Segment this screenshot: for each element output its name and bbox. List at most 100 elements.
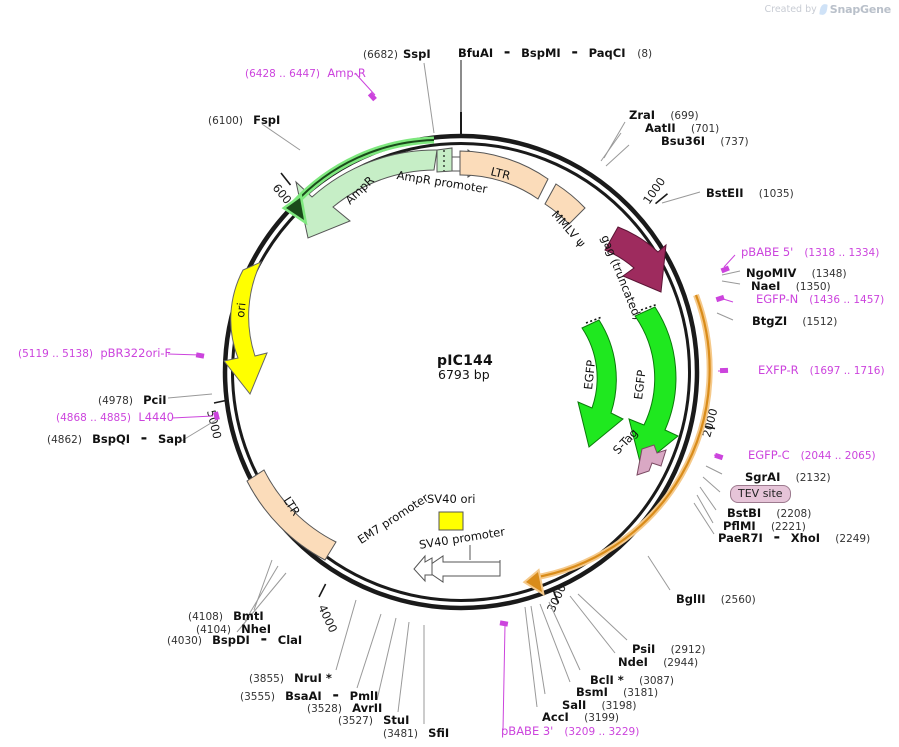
label-stui[interactable]: (3527) StuI [338, 711, 409, 727]
label-bmti-enzyme: BmtI [233, 609, 264, 623]
tick-label-3000: 3000 [544, 582, 569, 614]
label-nhei[interactable]: (4104) NheI [196, 620, 271, 636]
label-sali-enzyme: SalI [562, 698, 587, 712]
label-egfp-n[interactable]: EGFP-N (1436 .. 1457) [756, 292, 884, 306]
label-fspi[interactable]: (6100) FspI [208, 111, 280, 127]
label-l4440[interactable]: (4868 .. 4885) L4440 [56, 411, 174, 424]
marker-pbabe3 [499, 620, 509, 627]
label-pbabe3[interactable]: pBABE 3' (3209 .. 3229) [501, 724, 640, 738]
label-bsaai-pos: (3555) [240, 691, 275, 703]
label-bsmi-enzyme: BsmI [576, 685, 608, 699]
feature-ampr: AmpR [281, 136, 438, 239]
label-bsaai-group[interactable]: (3555) BsaAI - PmlI [240, 685, 379, 704]
label-avrii-pos: (3528) [307, 703, 342, 715]
label-aatii-enzyme: AatII [645, 121, 676, 135]
label-paer7i-pos: (2249) [835, 533, 871, 545]
label-nrui-enzyme: NruI * [294, 671, 332, 685]
label-paer7i-group[interactable]: PaeR7I - XhoI (2249) [718, 527, 871, 546]
label-avrii-enzyme: AvrII [352, 701, 383, 715]
label-ndei-enzyme: NdeI [618, 655, 648, 669]
label-bspqi-enzyme: BspQI [92, 432, 131, 446]
label-amp-r-primer[interactable]: (6428 .. 6447) Amp-R [245, 66, 366, 80]
label-bstbi[interactable]: BstBI (2208) [727, 504, 811, 520]
feature-em7-promoter-arrow [413, 554, 433, 583]
label-bspqi-group[interactable]: (4862) BspQI - SapI [47, 428, 187, 447]
label-nrui[interactable]: (3855) NruI * [249, 669, 332, 685]
label-bcli-pos: (3087) [639, 675, 675, 687]
feature-sv40-ori-box [438, 511, 464, 531]
label-bsmi[interactable]: BsmI (3181) [576, 683, 658, 699]
label-l4440-pos: (4868 .. 4885) [56, 412, 131, 424]
label-egfp-c-name: EGFP-C [748, 448, 790, 462]
label-bspmi-enzyme: BspMI [521, 46, 561, 60]
label-psii[interactable]: PsiI (2912) [632, 640, 705, 656]
label-aatii-pos: (701) [690, 123, 720, 135]
label-amp-r-name: Amp-R [327, 66, 366, 80]
label-pcii-enzyme: PciI [143, 393, 167, 407]
label-bsu36i-pos: (737) [720, 136, 749, 148]
label-sfii[interactable]: (3481) SfiI [383, 724, 449, 740]
label-pcii[interactable]: (4978) PciI [98, 391, 167, 407]
label-aatii[interactable]: AatII (701) [645, 119, 719, 135]
label-sali[interactable]: SalI (3198) [562, 696, 636, 712]
label-ngomiv[interactable]: NgoMIV (1348) [746, 264, 847, 280]
feature-egfp-inner: EGFP [577, 316, 624, 448]
snapgene-leaf-icon [819, 3, 828, 16]
feature-label-sv40-ori: SV40 ori [427, 492, 476, 506]
feature-mmlv-psi: MMLV ψ [544, 183, 589, 250]
label-sali-pos: (3198) [601, 700, 637, 712]
label-pbabe3-pos: (3209 .. 3229) [564, 726, 640, 738]
label-sfii-pos: (3481) [383, 728, 418, 740]
feature-egfp-outer: EGFP [628, 303, 679, 467]
label-nrui-pos: (3855) [249, 673, 284, 685]
snapgene-watermark: Created by SnapGene [764, 3, 891, 16]
label-ngomiv-enzyme: NgoMIV [746, 266, 797, 280]
marker-amp-r [367, 92, 377, 102]
label-clai-enzyme: ClaI [277, 633, 303, 647]
plasmid-name: pIC144 [437, 353, 493, 369]
label-paqci-enzyme: PaqCI [588, 46, 626, 60]
label-bstbi-pos: (2208) [776, 508, 812, 520]
label-bspdi-pos: (4030) [167, 635, 202, 647]
label-pbabe3-name: pBABE 3' [501, 724, 554, 738]
label-zrai[interactable]: ZraI (699) [629, 106, 699, 122]
label-pbr322ori-f[interactable]: (5119 .. 5138) pBR322ori-F [18, 347, 171, 360]
label-pflmi-pos: (2221) [770, 521, 806, 533]
label-pflmi[interactable]: PflMI (2221) [723, 517, 806, 533]
label-acci-pos: (3199) [584, 712, 620, 724]
label-btgzi[interactable]: BtgZI (1512) [752, 312, 837, 328]
label-bsaai-enzyme: BsaAI [285, 689, 322, 703]
label-egfp-n-name: EGFP-N [756, 292, 799, 306]
label-btgzi-pos: (1512) [802, 316, 838, 328]
label-bcli[interactable]: BclI * (3087) [590, 671, 674, 687]
label-bfuai-enzyme: BfuAI [458, 46, 494, 60]
label-ndei[interactable]: NdeI (2944) [618, 653, 698, 669]
label-acci-enzyme: AccI [542, 710, 569, 724]
label-bstеii-enzyme: BstEII [706, 186, 744, 200]
label-pbabe5[interactable]: pBABE 5' (1318 .. 1334) [741, 246, 879, 259]
label-exfp-r[interactable]: EXFP-R (1697 .. 1716) [758, 363, 885, 377]
feature-label-egfp-outer: EGFP [631, 369, 649, 400]
label-naei[interactable]: NaeI (1350) [751, 277, 831, 293]
label-bfuai-group[interactable]: BfuAI - BspMI - PaqCI (8) [458, 42, 653, 61]
feature-ltr-bottom: LTR [246, 469, 337, 561]
label-bsu36i[interactable]: Bsu36I (737) [661, 132, 749, 148]
label-egfp-c[interactable]: EGFP-C (2044 .. 2065) [748, 448, 876, 462]
label-avrii[interactable]: (3528) AvrII [307, 699, 382, 715]
label-sgrai[interactable]: SgrAI (2132) [745, 468, 831, 484]
label-bspdi-group[interactable]: (4030) BspDI - ClaI [167, 629, 303, 648]
tev-site-badge[interactable]: TEV site [730, 485, 791, 503]
label-exfp-r-name: EXFP-R [758, 363, 799, 377]
feature-label-ltr-top: LTR [489, 164, 512, 182]
label-zrai-pos: (699) [670, 110, 699, 122]
label-bstеii[interactable]: BstEII (1035) [706, 184, 794, 200]
label-naei-pos: (1350) [795, 281, 831, 293]
label-bmti[interactable]: (4108) BmtI [188, 607, 264, 623]
label-bfuai-pos: (8) [637, 48, 653, 60]
label-sspi[interactable]: (6682) SspI [363, 45, 431, 61]
label-acci[interactable]: AccI (3199) [542, 708, 619, 724]
label-bglii[interactable]: BglII (2560) [676, 590, 756, 606]
label-psii-enzyme: PsiI [632, 642, 656, 656]
